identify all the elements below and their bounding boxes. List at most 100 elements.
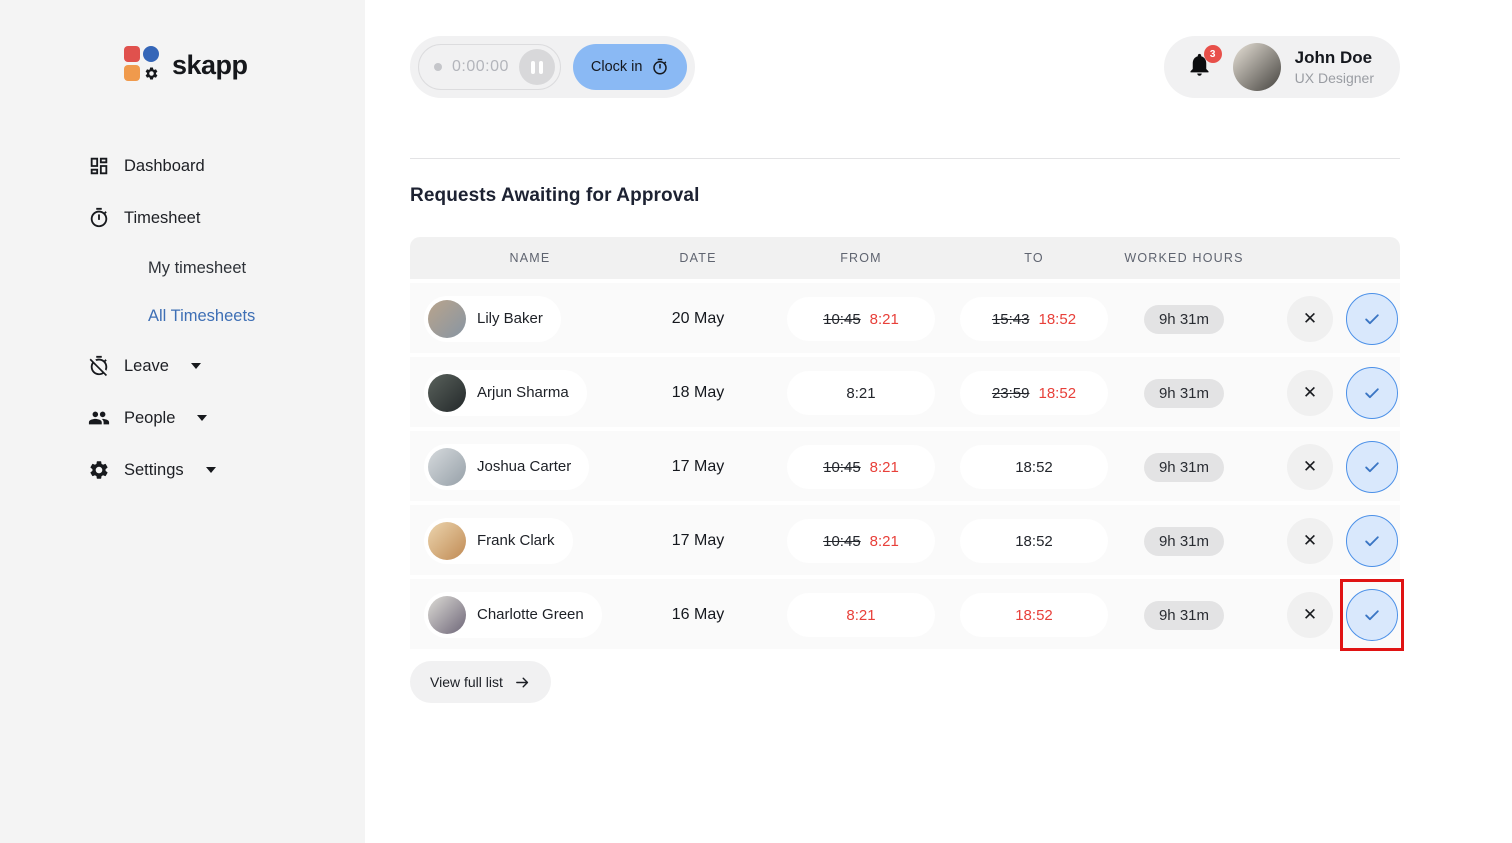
date-cell: 18 May — [671, 384, 725, 401]
approve-button[interactable] — [1346, 441, 1398, 493]
sidebar-item-timesheet[interactable]: Timesheet — [88, 192, 365, 244]
decline-cell: ✕ — [1276, 518, 1344, 564]
user-role: UX Designer — [1294, 70, 1374, 86]
approve-cell — [1344, 431, 1400, 503]
sidebar: skapp Dashboard Timesheet My timesheet A… — [0, 0, 365, 843]
to-time-value: 18:52 — [1015, 606, 1053, 624]
decline-button[interactable]: ✕ — [1287, 444, 1333, 490]
worked-hours-badge: 9h 31m — [1143, 600, 1225, 630]
to-time-field[interactable]: 18:52 — [960, 445, 1108, 489]
topbar: 0:00:00 Clock in 3 John Doe UX D — [410, 36, 1400, 98]
check-icon — [1365, 462, 1379, 473]
logo-blue-circle — [143, 46, 159, 62]
from-time-field[interactable]: 10:45 8:21 — [787, 445, 935, 489]
sidebar-item-settings[interactable]: Settings — [88, 444, 365, 496]
sidebar-item-leave[interactable]: Leave — [88, 340, 365, 392]
from-time-original: 10:45 — [823, 310, 861, 328]
sidebar-item-people[interactable]: People — [88, 392, 365, 444]
to-cell: 18:52 — [960, 519, 1108, 563]
decline-button[interactable]: ✕ — [1287, 296, 1333, 342]
approve-button[interactable] — [1346, 367, 1398, 419]
decline-cell: ✕ — [1276, 370, 1344, 416]
column-header-from: FROM — [840, 251, 882, 265]
sidebar-item-all-timesheets[interactable]: All Timesheets — [88, 292, 365, 340]
timer-status-dot — [434, 63, 442, 71]
worked-hours-badge: 9h 31m — [1143, 452, 1225, 482]
employee-name: Lily Baker — [477, 310, 543, 327]
clock-in-button[interactable]: Clock in — [572, 44, 688, 90]
app-logo-icon — [124, 46, 160, 84]
date-cell: 20 May — [671, 310, 725, 327]
to-time-field[interactable]: 18:52 — [960, 593, 1108, 637]
from-time-value: 8:21 — [869, 310, 899, 328]
approve-button[interactable] — [1346, 293, 1398, 345]
from-time-field[interactable]: 10:45 8:21 — [787, 519, 935, 563]
from-time-value: 8:21 — [846, 384, 876, 402]
logo-gear-icon — [143, 65, 159, 81]
to-time-field[interactable]: 18:52 — [960, 519, 1108, 563]
decline-button[interactable]: ✕ — [1287, 592, 1333, 638]
table-header: NAME DATE FROM TO WORKED HOURS — [410, 237, 1400, 279]
close-icon: ✕ — [1302, 605, 1318, 624]
worked-hours-cell: 9h 31m — [1092, 304, 1276, 334]
table-row: Frank Clark 17 May 10:45 8:21 18:52 — [410, 505, 1400, 575]
decline-button[interactable]: ✕ — [1287, 518, 1333, 564]
stopwatch-icon — [90, 207, 108, 228]
sidebar-nav: Dashboard Timesheet My timesheet All Tim… — [88, 140, 365, 496]
notification-badge: 3 — [1203, 45, 1222, 63]
dashboard-icon — [90, 157, 108, 175]
table-row: Lily Baker 20 May 10:45 8:21 15:43 18: — [410, 283, 1400, 353]
gear-icon — [90, 461, 108, 479]
from-time-original: 10:45 — [823, 532, 861, 550]
view-full-list-button[interactable]: View full list — [410, 661, 551, 703]
table-row: Arjun Sharma 18 May 8:21 23:59 18:52 — [410, 357, 1400, 427]
worked-hours-cell: 9h 31m — [1092, 378, 1276, 408]
close-icon: ✕ — [1302, 531, 1318, 550]
avatar — [428, 595, 466, 634]
decline-cell: ✕ — [1276, 296, 1344, 342]
sidebar-item-dashboard[interactable]: Dashboard — [88, 140, 365, 192]
name-cell: Lily Baker — [410, 295, 650, 343]
approve-button-frame — [1340, 579, 1404, 651]
sidebar-item-my-timesheet[interactable]: My timesheet — [88, 244, 365, 292]
from-cell: 10:45 8:21 — [746, 519, 976, 563]
from-time-field[interactable]: 8:21 — [787, 371, 935, 415]
from-cell: 8:21 — [746, 593, 976, 637]
from-time-field[interactable]: 10:45 8:21 — [787, 297, 935, 341]
decline-button[interactable]: ✕ — [1287, 370, 1333, 416]
to-time-field[interactable]: 15:43 18:52 — [960, 297, 1108, 341]
section-divider — [410, 158, 1400, 159]
sidebar-item-label: Leave — [124, 356, 169, 375]
column-header-name: NAME — [509, 251, 551, 265]
worked-hours-cell: 9h 31m — [1092, 526, 1276, 556]
employee-chip: Arjun Sharma — [424, 369, 587, 416]
notifications-button[interactable]: 3 — [1186, 45, 1222, 83]
to-time-original: 15:43 — [991, 310, 1030, 328]
user-name: John Doe — [1294, 48, 1373, 67]
close-icon: ✕ — [1302, 457, 1318, 476]
employee-chip: Joshua Carter — [424, 443, 590, 490]
from-cell: 8:21 — [746, 371, 976, 415]
pause-button[interactable] — [518, 49, 555, 85]
approve-button[interactable] — [1346, 589, 1398, 641]
worked-hours-badge: 9h 31m — [1143, 526, 1225, 556]
time-tracker-widget: 0:00:00 Clock in — [410, 36, 696, 98]
worked-hours-cell: 9h 31m — [1092, 600, 1276, 630]
approve-button[interactable] — [1346, 515, 1398, 567]
close-icon: ✕ — [1302, 309, 1318, 328]
page-title: Requests Awaiting for Approval — [410, 185, 700, 206]
date-cell: 16 May — [671, 606, 725, 623]
column-header-date: DATE — [679, 251, 717, 265]
user-menu[interactable]: John Doe UX Designer — [1232, 43, 1374, 91]
to-time-field[interactable]: 23:59 18:52 — [960, 371, 1108, 415]
approval-table: NAME DATE FROM TO WORKED HOURS Lily Bake… — [410, 237, 1404, 651]
main-content: 0:00:00 Clock in 3 John Doe UX D — [365, 0, 1512, 843]
chevron-down-icon — [190, 363, 201, 369]
arrow-right-icon — [516, 677, 529, 687]
app-name: skapp — [172, 49, 248, 80]
avatar — [428, 373, 466, 412]
from-time-field[interactable]: 8:21 — [787, 593, 935, 637]
approve-cell — [1344, 283, 1400, 355]
avatar — [428, 521, 466, 560]
approve-button-frame — [1340, 505, 1404, 577]
